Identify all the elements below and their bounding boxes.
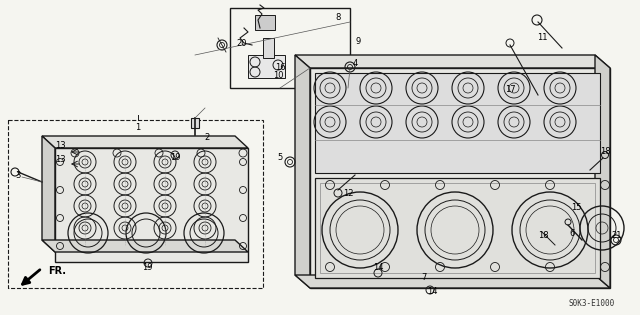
Text: 13: 13 xyxy=(54,154,65,163)
Text: 21: 21 xyxy=(612,232,622,240)
Text: 18: 18 xyxy=(600,147,611,157)
Text: 14: 14 xyxy=(372,264,383,272)
Bar xyxy=(8,120,263,288)
Text: 20: 20 xyxy=(237,38,247,48)
Bar xyxy=(315,73,600,173)
Text: 13: 13 xyxy=(54,140,65,150)
Polygon shape xyxy=(295,55,610,68)
Text: 15: 15 xyxy=(571,203,581,213)
Text: 8: 8 xyxy=(335,13,340,21)
Polygon shape xyxy=(255,15,275,30)
Text: 6: 6 xyxy=(570,230,575,238)
Text: 9: 9 xyxy=(355,37,360,47)
Text: FR.: FR. xyxy=(48,266,66,276)
Text: 3: 3 xyxy=(15,170,20,180)
Text: 11: 11 xyxy=(537,33,547,43)
Polygon shape xyxy=(263,38,274,58)
Text: S0K3-E1000: S0K3-E1000 xyxy=(569,299,615,308)
Text: 19: 19 xyxy=(141,262,152,272)
Polygon shape xyxy=(248,55,285,78)
Bar xyxy=(315,178,600,278)
Text: 4: 4 xyxy=(353,59,358,67)
Text: 19: 19 xyxy=(170,153,180,163)
Polygon shape xyxy=(42,240,248,252)
Text: 17: 17 xyxy=(505,84,515,94)
Text: 14: 14 xyxy=(427,287,437,295)
Text: 7: 7 xyxy=(421,272,427,282)
Polygon shape xyxy=(55,148,248,262)
Bar xyxy=(191,118,199,128)
Polygon shape xyxy=(295,55,310,288)
Text: 18: 18 xyxy=(538,232,548,240)
Bar xyxy=(320,183,595,273)
Polygon shape xyxy=(42,136,55,252)
Text: 5: 5 xyxy=(277,153,283,163)
Text: 2: 2 xyxy=(204,133,210,141)
Text: 10: 10 xyxy=(273,71,284,79)
Polygon shape xyxy=(295,275,610,288)
Polygon shape xyxy=(42,136,248,148)
Text: 16: 16 xyxy=(275,64,285,72)
Text: 1: 1 xyxy=(136,123,141,131)
Polygon shape xyxy=(310,68,610,288)
Text: 12: 12 xyxy=(343,188,353,198)
Polygon shape xyxy=(595,55,610,288)
Bar xyxy=(230,8,350,88)
